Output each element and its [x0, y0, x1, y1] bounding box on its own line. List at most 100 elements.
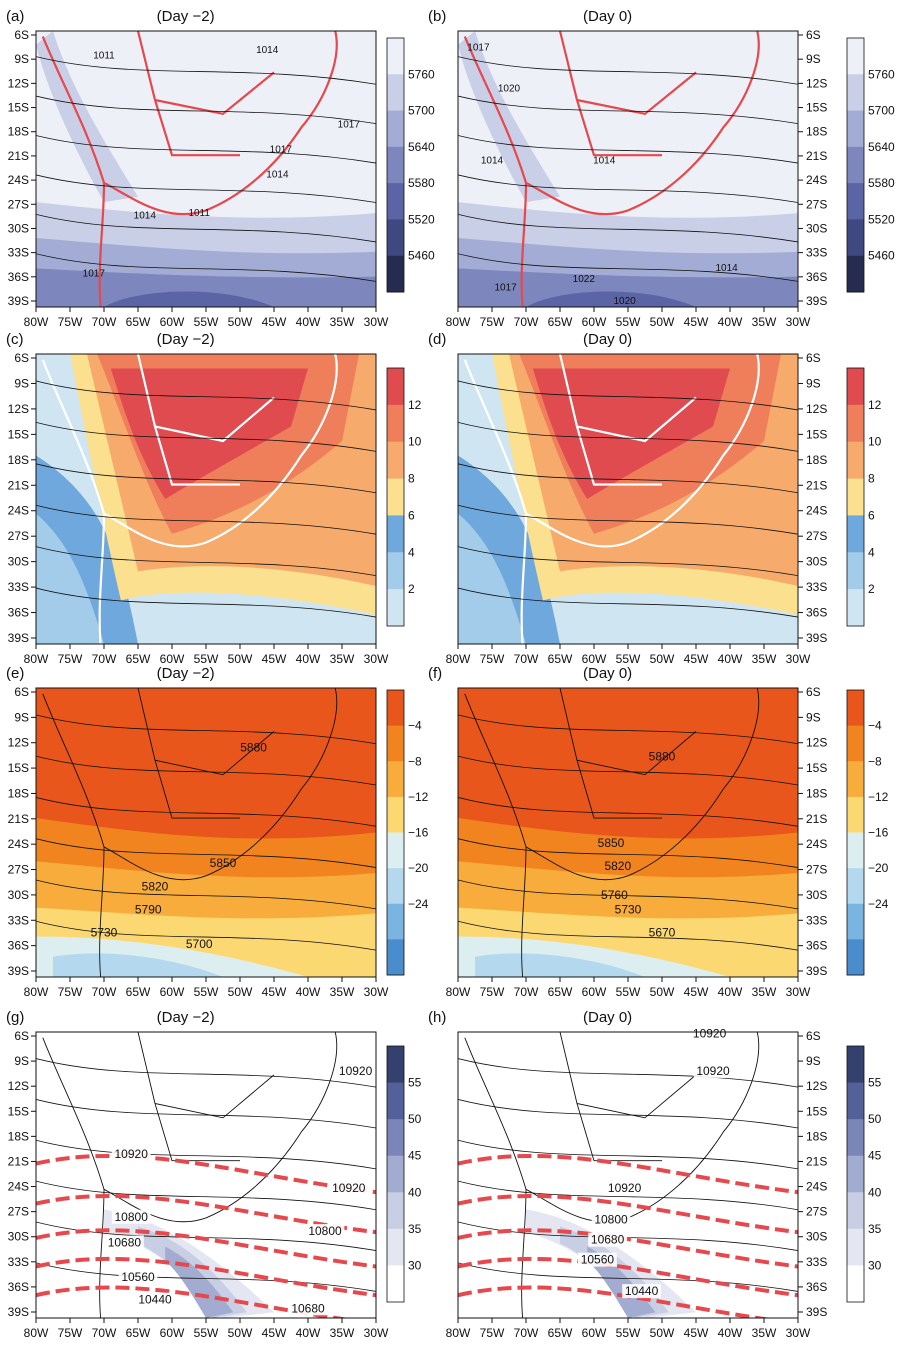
colorbar-swatch [847, 515, 864, 553]
lat-tick-label: 9S [806, 52, 821, 66]
contour-line [36, 921, 376, 950]
contour-line [458, 254, 798, 282]
coastline [43, 31, 337, 307]
lat-tick-label: 27S [8, 197, 29, 211]
lon-tick-label: 75W [480, 315, 505, 329]
lon-tick-label: 65W [548, 1326, 573, 1340]
lat-tick-label: 24S [8, 1180, 29, 1194]
contour-label-bg [329, 1181, 369, 1196]
colorbar-frame [846, 1045, 865, 1303]
coastline [43, 1032, 337, 1318]
contour-line [36, 880, 376, 909]
lon-tick-label: 30W [786, 315, 811, 329]
contour-label: 5730 [91, 926, 118, 940]
lon-tick-label: 50W [228, 315, 253, 329]
lon-tick-label: 55W [194, 315, 219, 329]
colorbar-swatch [387, 1082, 404, 1120]
colorbar-label: 6 [408, 508, 415, 522]
lat-tick-label: 15S [806, 1104, 827, 1118]
contour-label: 10800 [594, 1213, 628, 1227]
contour-label: 1014 [256, 45, 279, 56]
colorbar-label: 5700 [408, 104, 435, 118]
colorbar-swatch [387, 832, 404, 869]
lat-tick-label: 21S [8, 478, 29, 492]
colorbar-label: 8 [868, 472, 875, 486]
contour-label: 5880 [240, 741, 267, 755]
lon-tick-label: 70W [92, 315, 117, 329]
lon-tick-label: 35W [752, 652, 777, 666]
panel-field [36, 688, 376, 977]
panel-field [36, 31, 376, 307]
contour-label: 5790 [135, 902, 162, 916]
colorbar: 55 50 45 40 35 30 [386, 1045, 422, 1303]
lon-tick-label: 65W [548, 652, 573, 666]
field-region [36, 513, 104, 644]
contour-label: 10800 [115, 1210, 149, 1224]
contour-label: 1017 [494, 282, 517, 293]
field-region [458, 513, 526, 644]
contour-label-bg [118, 1269, 158, 1284]
lat-tick-label: 12S [8, 1079, 29, 1093]
jet-contour [458, 1156, 798, 1192]
field-region [458, 1032, 798, 1318]
colorbar-frame [846, 689, 865, 976]
lat-tick-label: 9S [806, 376, 821, 390]
contour-line [36, 464, 376, 493]
panel-b: 1017 1020 1014 1014 1014 1022 1017 1020 (b) (Day … [428, 8, 895, 329]
colorbar-label: 12 [868, 398, 882, 412]
lat-tick-label: 15S [8, 101, 29, 115]
colorbar-label: 4 [868, 545, 875, 559]
colorbar-swatch [387, 1228, 404, 1266]
contour-line [458, 1263, 798, 1292]
colorbar-label: 5640 [408, 140, 435, 154]
lat-tick-label: 6S [14, 351, 29, 365]
lon-tick-label: 40W [296, 985, 321, 999]
contour-label-bg [336, 1063, 375, 1078]
colorbar-swatch [847, 441, 864, 480]
lat-tick-label: 39S [806, 294, 827, 308]
lat-tick-label: 36S [806, 939, 827, 953]
contour-line [36, 381, 376, 410]
lat-tick-label: 39S [806, 631, 827, 645]
lat-tick-label: 15S [8, 427, 29, 441]
lon-tick-label: 45W [684, 315, 709, 329]
colorbar-swatch [387, 725, 404, 762]
lat-tick-label: 27S [806, 1205, 827, 1219]
lat-tick-label: 39S [8, 964, 29, 978]
lon-tick-label: 35W [752, 985, 777, 999]
lat-tick-label: 39S [806, 964, 827, 978]
lon-tick-label: 75W [58, 315, 83, 329]
contour-line [36, 96, 376, 124]
lat-tick-label: 27S [8, 1205, 29, 1219]
panel-label: (e) [6, 665, 24, 682]
contour-label-bg [622, 1284, 661, 1299]
lat-tick-label: 30S [806, 1230, 827, 1244]
lat-tick-label: 36S [8, 606, 29, 620]
colorbar-frame [386, 689, 405, 976]
contour-label: 1020 [498, 84, 521, 95]
field-region [110, 368, 309, 499]
contour-label: 10440 [138, 1293, 172, 1307]
panel-title: (Day −2) [157, 331, 215, 348]
colorbar-label: 35 [408, 1222, 422, 1236]
lat-tick-label: 30S [806, 221, 827, 235]
contour-line [36, 175, 376, 203]
lat-tick-label: 24S [806, 1180, 827, 1194]
contour-line [458, 505, 798, 534]
lon-tick-label: 65W [126, 985, 151, 999]
lat-tick-label: 12S [806, 76, 827, 90]
colorbar-label: 55 [868, 1076, 882, 1090]
lat-tick-label: 30S [8, 221, 29, 235]
contour-line [36, 839, 376, 868]
lat-tick-label: 39S [8, 631, 29, 645]
lon-tick-label: 30W [364, 315, 389, 329]
contour-label: 1022 [573, 274, 596, 285]
lon-tick-label: 80W [446, 652, 471, 666]
colorbar-swatch [847, 903, 864, 940]
lat-tick-label: 27S [8, 863, 29, 877]
lon-tick-label: 30W [786, 1326, 811, 1340]
colorbar-swatch [387, 939, 404, 976]
field-region [36, 268, 376, 307]
colorbar: −4 −8 −12 −16 −20 −24 [846, 689, 889, 976]
contour-label: 5670 [649, 926, 676, 940]
